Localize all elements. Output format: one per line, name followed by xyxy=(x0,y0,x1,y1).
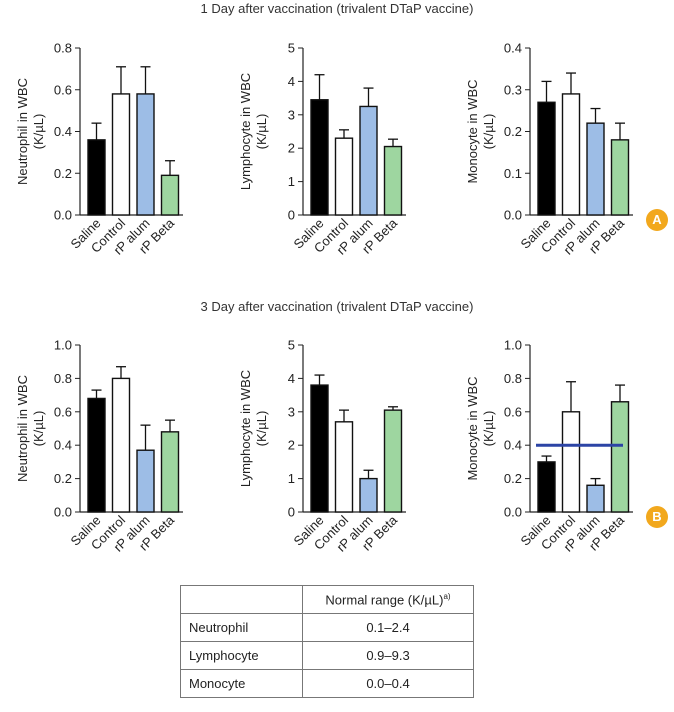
bar-rp-alum xyxy=(359,105,378,216)
y-tick-label: 0 xyxy=(288,505,295,520)
y-tick-label: 2 xyxy=(288,141,295,156)
table-row-name: Monocyte xyxy=(180,669,303,698)
y-axis-label: Monocyte in WBC xyxy=(465,79,480,183)
table-row-name: Neutrophil xyxy=(180,613,303,642)
bar-rp-alum xyxy=(586,484,605,513)
y-tick-label: 0.8 xyxy=(54,371,72,386)
table-row: Lymphocyte 0.9–9.3 xyxy=(180,641,474,670)
y-tick-label: 4 xyxy=(288,371,295,386)
y-tick-label: 0.8 xyxy=(504,371,522,386)
y-axis-label: Lymphocyte in WBC xyxy=(238,73,253,190)
y-tick-label: 0.4 xyxy=(54,124,72,139)
section-b-title: 3 Day after vaccination (trivalent DTaP … xyxy=(200,299,474,314)
normal-range-table: Normal range (K/µL)a) Neutrophil 0.1–2.4… xyxy=(180,585,474,698)
bar-rp-beta xyxy=(383,145,403,216)
table-row-range: 0.9–9.3 xyxy=(302,641,474,670)
y-tick-label: 0.4 xyxy=(504,41,522,56)
y-tick-label: 0.0 xyxy=(54,208,72,223)
y-tick-label: 1.0 xyxy=(54,338,72,353)
y-tick-label: 5 xyxy=(288,41,295,56)
bar-control xyxy=(111,377,131,513)
table-row-name: Lymphocyte xyxy=(180,641,303,670)
y-tick-label: 0.4 xyxy=(504,438,522,453)
bar-saline xyxy=(87,397,106,513)
y-tick-label: 0.4 xyxy=(54,438,72,453)
table-corner-cell xyxy=(180,585,303,614)
y-tick-label: 0.2 xyxy=(54,471,72,486)
table-row-range: 0.0–0.4 xyxy=(302,669,474,698)
y-axis-label: Lymphocyte in WBC xyxy=(238,370,253,487)
y-tick-label: 5 xyxy=(288,338,295,353)
panel-a-badge: A xyxy=(646,209,668,231)
y-tick-label: 0.0 xyxy=(504,208,522,223)
bar-control xyxy=(561,93,581,216)
y-tick-label: 0 xyxy=(288,208,295,223)
y-tick-label: 0.2 xyxy=(504,124,522,139)
bar-rp-beta xyxy=(610,401,630,513)
table-header-label: Normal range (K/µL) xyxy=(325,592,444,608)
bar-control xyxy=(334,137,354,216)
y-tick-label: 0.6 xyxy=(54,82,72,97)
y-tick-label: 0.0 xyxy=(54,505,72,520)
bar-rp-beta xyxy=(610,139,630,216)
section-a-title: 1 Day after vaccination (trivalent DTaP … xyxy=(200,1,474,16)
table-header-row: Normal range (K/µL)a) xyxy=(180,585,474,614)
bar-saline xyxy=(87,139,106,216)
bar-saline xyxy=(310,384,329,513)
y-axis-unit: (K/µL) xyxy=(481,114,496,150)
y-tick-label: 0.3 xyxy=(504,82,522,97)
y-tick-label: 0.8 xyxy=(54,41,72,56)
table-row: Monocyte 0.0–0.4 xyxy=(180,669,474,698)
y-tick-label: 2 xyxy=(288,438,295,453)
table-header-footnote: a) xyxy=(443,591,451,601)
y-axis-unit: (K/µL) xyxy=(254,411,269,447)
bar-rp-alum xyxy=(136,449,155,513)
y-axis-unit: (K/µL) xyxy=(254,114,269,150)
table-row: Neutrophil 0.1–2.4 xyxy=(180,613,474,642)
bar-saline xyxy=(537,461,556,513)
y-tick-label: 0.6 xyxy=(54,404,72,419)
table-row-range: 0.1–2.4 xyxy=(302,613,474,642)
bar-rp-beta xyxy=(160,431,180,513)
y-tick-label: 1.0 xyxy=(504,338,522,353)
y-tick-label: 0.2 xyxy=(504,471,522,486)
y-tick-label: 3 xyxy=(288,107,295,122)
y-tick-label: 0.1 xyxy=(504,166,522,181)
bar-control xyxy=(334,421,354,513)
y-axis-label: Neutrophil in WBC xyxy=(15,375,30,482)
y-tick-label: 0.6 xyxy=(504,404,522,419)
bar-rp-beta xyxy=(160,174,180,216)
y-tick-label: 0.0 xyxy=(504,505,522,520)
bar-saline xyxy=(310,99,329,216)
bar-control xyxy=(111,93,131,216)
bar-rp-alum xyxy=(359,477,378,513)
bar-control xyxy=(561,411,581,513)
panel-b-badge: B xyxy=(646,506,668,528)
bar-rp-beta xyxy=(383,409,403,513)
y-axis-label: Monocyte in WBC xyxy=(465,376,480,480)
table-header-cell: Normal range (K/µL)a) xyxy=(302,585,474,614)
y-axis-label: Neutrophil in WBC xyxy=(15,78,30,185)
y-tick-label: 3 xyxy=(288,404,295,419)
bar-rp-alum xyxy=(136,93,155,216)
y-axis-unit: (K/µL) xyxy=(31,411,46,447)
bar-rp-alum xyxy=(586,122,605,216)
bar-saline xyxy=(537,101,556,216)
y-tick-label: 1 xyxy=(288,174,295,189)
y-axis-unit: (K/µL) xyxy=(481,411,496,447)
y-tick-label: 1 xyxy=(288,471,295,486)
y-axis-unit: (K/µL) xyxy=(31,114,46,150)
y-tick-label: 0.2 xyxy=(54,166,72,181)
y-tick-label: 4 xyxy=(288,74,295,89)
